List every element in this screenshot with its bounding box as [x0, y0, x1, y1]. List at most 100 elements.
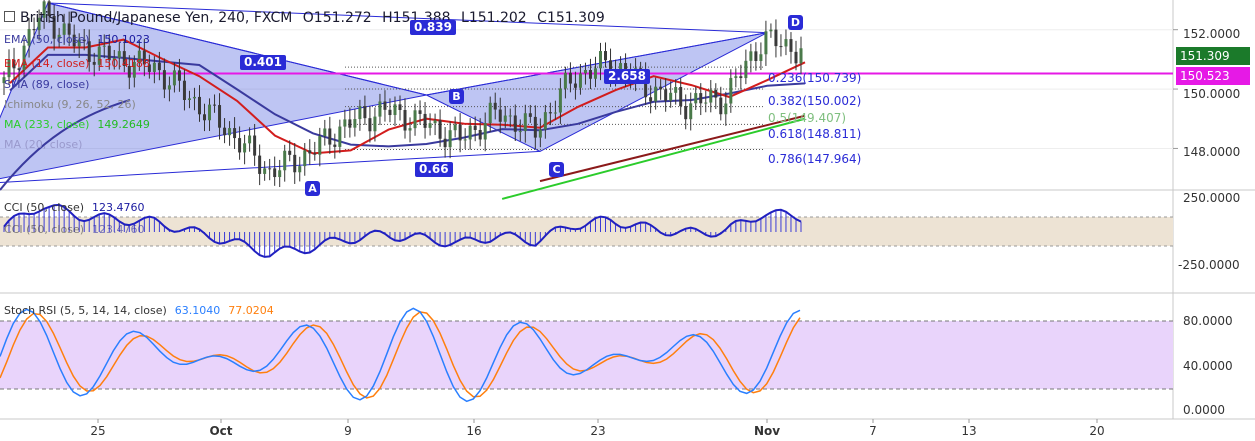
x-tick-25: 25: [90, 424, 106, 438]
candle-body: [62, 23, 66, 35]
candle-body: [488, 102, 492, 124]
x-tick-oct: Oct: [209, 424, 233, 438]
candle-body: [197, 96, 201, 115]
candle-body: [192, 96, 196, 99]
candle-body: [463, 139, 467, 141]
candle-body: [573, 83, 577, 88]
candle-body: [273, 168, 277, 178]
stoch-tick-40: 40.0000: [1183, 359, 1233, 373]
candle-body: [588, 70, 592, 79]
stoch-d-line: [0, 311, 801, 399]
candle-body: [253, 135, 257, 156]
candle-body: [152, 62, 156, 72]
candle-body: [233, 128, 237, 139]
indicator-value: 150.1023: [97, 33, 150, 46]
candle-body: [709, 89, 713, 103]
candle-body: [142, 50, 146, 65]
stoch-band: [0, 321, 1173, 389]
fib-05-label: 0.5(149.407): [768, 111, 847, 125]
line-price-tag: 150.523: [1176, 67, 1250, 85]
candle-body: [177, 70, 181, 81]
candle-body: [243, 143, 247, 153]
candle-body: [82, 39, 86, 42]
candle-body: [127, 65, 131, 78]
xb-ratio-badge: 0.401: [240, 55, 286, 70]
candle-body: [303, 150, 307, 167]
candle-body: [438, 120, 442, 139]
candle-body: [458, 124, 462, 141]
indicator-row: EMA (50, close) 150.1023: [4, 33, 150, 46]
candle-body: [213, 104, 217, 106]
candle-body: [57, 34, 61, 39]
candle-body: [238, 138, 242, 153]
candle-body: [172, 70, 176, 86]
candle-body: [694, 93, 698, 104]
cci-label-ghost: CCI (50, close): [4, 223, 85, 236]
stoch-label: Stoch RSI (5, 5, 14, 14, close): [4, 304, 167, 317]
close-value: C151.309: [537, 10, 605, 26]
candle-body: [328, 128, 332, 145]
candle-body: [378, 101, 382, 117]
indicator-value: 149.2649: [97, 118, 150, 131]
x-tick-9: 9: [344, 424, 352, 438]
candle-body: [248, 135, 252, 144]
stoch-tick-0: 0.0000: [1183, 403, 1225, 417]
ma-233-line: [501, 117, 806, 200]
y-tick-152: 152.0000: [1183, 27, 1241, 41]
x-tick-23: 23: [590, 424, 606, 438]
fib-0236-label: 0.236(150.739): [768, 71, 862, 85]
candle-body: [203, 114, 207, 121]
candle-body: [654, 86, 658, 102]
candle-body: [363, 106, 367, 119]
candle-body: [37, 17, 41, 31]
ma-long-line: [539, 114, 806, 183]
candle-body: [478, 129, 482, 140]
candle-body: [12, 59, 16, 69]
candle-body: [604, 51, 608, 61]
candle-body: [749, 51, 753, 61]
candle-body: [32, 29, 36, 31]
candle-body: [107, 45, 111, 61]
indicator-row: Ichimoku (9, 26, 52, 26): [4, 98, 144, 111]
candle-body: [729, 77, 733, 104]
candle-body: [674, 86, 678, 93]
candle-body: [278, 170, 282, 178]
candle-body: [448, 130, 452, 148]
candle-body: [358, 106, 362, 120]
candle-body: [17, 68, 21, 70]
bd-ratio-badge: 2.658: [604, 69, 650, 84]
cci-band: [0, 217, 1173, 246]
candle-body: [498, 109, 502, 122]
indicator-label: EMA (14, close): [4, 57, 90, 70]
candle-body: [298, 166, 302, 173]
candle-body: [443, 138, 447, 148]
cci-tick-250: 250.0000: [1183, 191, 1241, 205]
x-tick-13: 13: [961, 424, 977, 438]
collapse-square-icon[interactable]: [4, 11, 15, 22]
candle-body: [182, 80, 186, 101]
x-tick-7: 7: [869, 424, 877, 438]
candle-body: [714, 89, 718, 98]
xd-ratio-badge: 0.839: [410, 20, 456, 35]
candle-body: [92, 61, 96, 65]
candle-body: [764, 31, 768, 55]
candle-body: [122, 51, 126, 66]
candle-body: [513, 115, 517, 132]
last-price-tag: 151.309: [1176, 47, 1250, 65]
ema-14-line: [9, 38, 806, 155]
candle-body: [27, 29, 31, 46]
candle-body: [308, 150, 312, 154]
candle-body: [468, 125, 472, 140]
candle-body: [398, 104, 402, 111]
candle-body: [72, 34, 76, 47]
candle-body: [323, 128, 327, 137]
fib-0382-label: 0.382(150.002): [768, 94, 862, 108]
cci-legend: CCI (50, close) 123.4760: [4, 201, 145, 214]
indicator-label: SMA (89, close): [4, 78, 90, 91]
candle-body: [428, 123, 432, 128]
candle-body: [258, 155, 262, 174]
cci-label: CCI (50, close): [4, 201, 85, 214]
candle-body: [553, 112, 557, 114]
candle-body: [218, 105, 222, 128]
candle-body: [598, 51, 602, 69]
